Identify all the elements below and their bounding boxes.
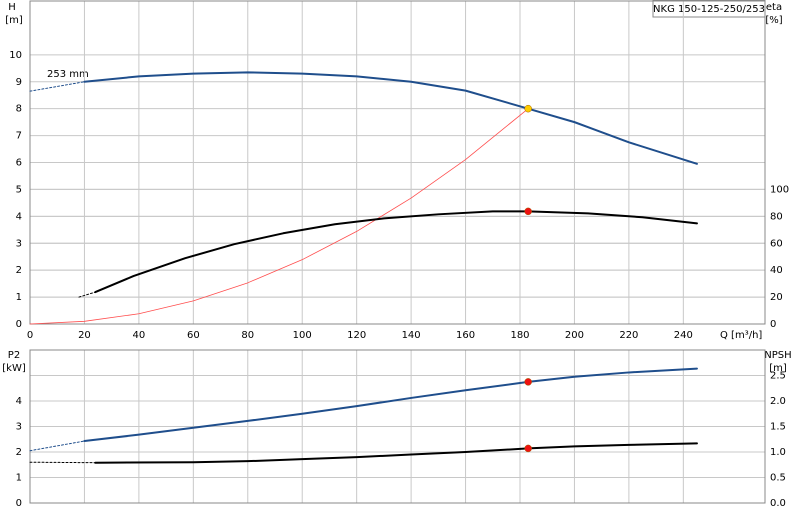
y-tick-label: 4	[16, 396, 22, 407]
curve	[94, 442, 698, 464]
y-tick-label: 6	[16, 158, 22, 169]
y2-tick-label: 1.5	[770, 422, 786, 433]
duty-point	[524, 378, 532, 386]
y2-tick-label: 1.0	[770, 447, 786, 458]
x-tick-label: 180	[510, 330, 529, 341]
x-tick-label: 40	[133, 330, 146, 341]
y-tick-label: 2	[16, 447, 22, 458]
y2-axis-title: NPSH	[764, 350, 791, 361]
y2-tick-label: 100	[770, 184, 789, 195]
y2-axis-unit: [m]	[769, 363, 787, 374]
curve	[94, 210, 698, 294]
y-tick-label: 10	[9, 50, 22, 61]
y-tick-label: 8	[16, 104, 22, 115]
x-tick-label: 20	[78, 330, 91, 341]
plot-frame	[29, 0, 766, 325]
y-tick-label: 9	[16, 77, 22, 88]
x-tick-label: 100	[293, 330, 312, 341]
curve-annotation: 253 mm	[47, 69, 89, 80]
y2-tick-label: 40	[770, 265, 783, 276]
x-tick-label: 0	[27, 330, 33, 341]
y-tick-label: 1	[16, 292, 22, 303]
y2-tick-label: 20	[770, 292, 783, 303]
y-axis-unit: [m]	[5, 15, 23, 26]
y-axis-title: P2	[8, 350, 20, 361]
y2-tick-label: 2.5	[770, 371, 786, 382]
x-tick-label: 240	[674, 330, 693, 341]
duty-point	[524, 207, 532, 216]
y-tick-label: 3	[16, 422, 22, 433]
y-tick-label: 2	[16, 265, 22, 276]
y2-tick-label: 80	[770, 211, 783, 222]
duty-point	[524, 104, 532, 113]
duty-point	[524, 444, 532, 453]
curve-extrapolation	[29, 461, 96, 464]
x-tick-label: 60	[187, 330, 200, 341]
y2-axis-unit: [%]	[765, 15, 782, 26]
y2-tick-label: 2.0	[770, 396, 786, 407]
y2-tick-label: 60	[770, 238, 783, 249]
curve-extrapolation	[78, 291, 96, 298]
x-axis-title: Q [m³/h]	[720, 330, 762, 341]
y-tick-label: 0	[16, 498, 22, 509]
y-tick-label: 7	[16, 131, 22, 142]
y-axis-title: H	[8, 2, 16, 13]
x-tick-label: 160	[456, 330, 475, 341]
x-tick-label: 140	[402, 330, 421, 341]
y-tick-label: 3	[16, 238, 22, 249]
y2-tick-label: 0.5	[770, 473, 786, 484]
curve	[29, 108, 529, 325]
curve-extrapolation	[29, 81, 85, 92]
y-tick-label: 4	[16, 211, 22, 222]
y-tick-label: 5	[16, 184, 22, 195]
x-tick-label: 220	[619, 330, 638, 341]
y2-tick-label: 0.0	[770, 498, 786, 509]
y2-tick-label: 0	[770, 319, 776, 330]
x-tick-label: 80	[241, 330, 254, 341]
curve	[83, 71, 698, 165]
plot-frame	[29, 349, 766, 504]
y2-axis-title: eta	[766, 2, 782, 13]
x-tick-label: 200	[565, 330, 584, 341]
curve	[83, 367, 698, 443]
y-tick-label: 0	[16, 319, 22, 330]
y-axis-unit: [kW]	[2, 363, 26, 374]
curve-extrapolation	[29, 440, 85, 452]
x-tick-label: 120	[347, 330, 366, 341]
y-tick-label: 1	[16, 473, 22, 484]
pump-label: NKG 150-125-250/253	[653, 4, 765, 15]
